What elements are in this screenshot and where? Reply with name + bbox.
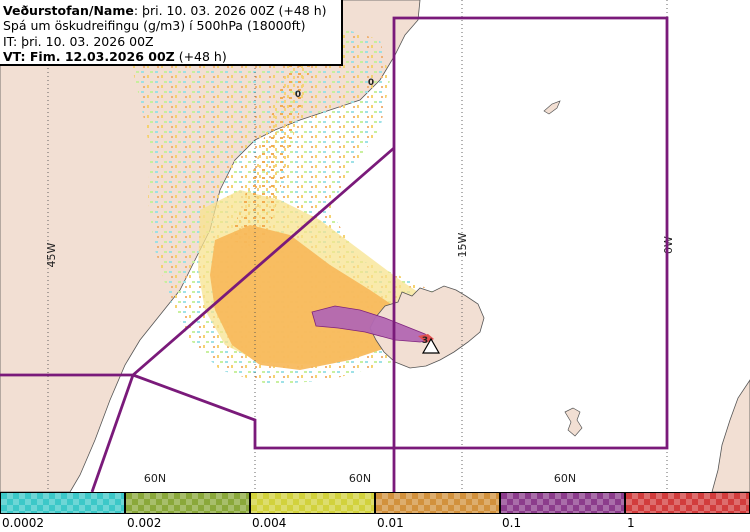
legend-swatch bbox=[375, 492, 500, 514]
legend-swatch bbox=[500, 492, 625, 514]
legend-tick-label: 0.002 bbox=[127, 516, 162, 530]
contour-label-3: 3 bbox=[422, 336, 428, 346]
legend-tick-label: 0.0002 bbox=[2, 516, 44, 530]
legend-swatch bbox=[250, 492, 375, 514]
legend-swatch bbox=[125, 492, 250, 514]
jan-mayen-island bbox=[543, 100, 561, 115]
title-lead-time: (+48 h) bbox=[174, 49, 227, 65]
lat-label-60n-3: 60N bbox=[554, 472, 576, 485]
lon-label-15w: 15W bbox=[456, 232, 469, 257]
legend-swatch bbox=[0, 492, 125, 514]
lon-label-0w: 0W bbox=[662, 236, 675, 254]
contour-label-0-b: 0 bbox=[368, 78, 374, 88]
lat-label-60n-2: 60N bbox=[349, 472, 371, 485]
fir-boundary bbox=[0, 16, 669, 492]
map-title-block: Veðurstofan/Name: þri. 10. 03. 2026 00Z … bbox=[0, 0, 343, 66]
iceland-landmass bbox=[369, 285, 485, 369]
legend-tick-label: 0.01 bbox=[377, 516, 404, 530]
concentration-legend: 0.0002 0.002 0.004 0.01 0.1 1 bbox=[0, 492, 750, 532]
faroe-islands bbox=[564, 407, 583, 437]
title-line-1: Veðurstofan/Name: þri. 10. 03. 2026 00Z … bbox=[3, 3, 338, 18]
contour-label-0-a: 0 bbox=[295, 90, 301, 100]
title-run-time: : þri. 10. 03. 2026 00Z (+48 h) bbox=[133, 3, 327, 18]
legend-tick-label: 0.1 bbox=[502, 516, 522, 530]
title-valid-time: VT: Fim. 12.03.2026 00Z bbox=[3, 49, 175, 65]
lat-label-60n-1: 60N bbox=[144, 472, 166, 485]
title-line-2: Spá um öskudreifingu (g/m3) í 500hPa (18… bbox=[3, 18, 306, 34]
volcano-marker-icon bbox=[421, 337, 441, 354]
legend-tick-label: 0.004 bbox=[252, 516, 287, 530]
legend-swatch bbox=[625, 492, 750, 514]
map-canvas: 45W 15W 0W 60N 60N 60N 0 0 3 bbox=[0, 0, 750, 492]
lon-label-45w: 45W bbox=[45, 242, 58, 267]
legend-color-bar bbox=[0, 492, 750, 516]
title-line-3: IT: þri. 10. 03. 2026 00Z bbox=[3, 33, 154, 49]
ash-orange-streak bbox=[230, 20, 320, 250]
norway-coast bbox=[711, 379, 750, 492]
title-source: Veðurstofan/Name bbox=[3, 3, 134, 18]
title-line-4: VT: Fim. 12.03.2026 00Z (+48 h) bbox=[3, 49, 338, 64]
legend-tick-label: 1 bbox=[627, 516, 635, 530]
